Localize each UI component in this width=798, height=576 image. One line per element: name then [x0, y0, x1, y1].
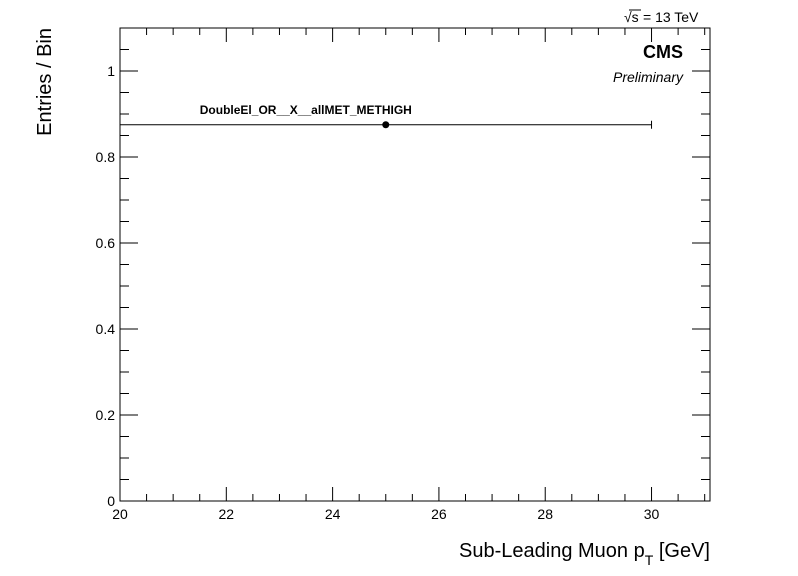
series-layer: DoubleEl_OR__X__allMET_METHIGH — [119, 103, 653, 129]
y-axis-ticks — [120, 27, 710, 502]
x-axis-title: Sub-Leading Muon pT [GeV] — [459, 540, 710, 568]
y-tick-label: 0 — [107, 493, 115, 509]
y-tick-label: 0.4 — [96, 321, 116, 337]
y-tick-label: 1 — [107, 63, 115, 79]
energy-header: √s = 13 TeV — [624, 9, 699, 25]
plot-frame — [119, 27, 711, 502]
x-tick-label: 24 — [325, 506, 341, 522]
x-tick-label: 30 — [644, 506, 660, 522]
y-axis-title: Entries / Bin — [34, 28, 56, 136]
x-tick-label: 22 — [219, 506, 235, 522]
x-axis-ticks — [119, 28, 706, 501]
x-tick-label: 26 — [431, 506, 447, 522]
y-tick-label: 0.2 — [96, 407, 116, 423]
series-label: DoubleEl_OR__X__allMET_METHIGH — [200, 103, 412, 117]
y-tick-label: 0.6 — [96, 235, 116, 251]
experiment-label: CMS — [643, 42, 683, 62]
x-tick-label: 20 — [112, 506, 128, 522]
y-axis-tick-labels: 0 0.2 0.4 0.6 0.8 1 — [96, 63, 116, 509]
y-tick-label: 0.8 — [96, 149, 116, 165]
sqrt-s-symbol: √s — [624, 9, 639, 25]
energy-label: = 13 TeV — [643, 9, 699, 25]
x-tick-label: 28 — [537, 506, 553, 522]
data-point — [382, 121, 390, 129]
status-label: Preliminary — [613, 69, 684, 85]
x-axis-tick-labels: 20 22 24 26 28 30 — [112, 506, 659, 522]
